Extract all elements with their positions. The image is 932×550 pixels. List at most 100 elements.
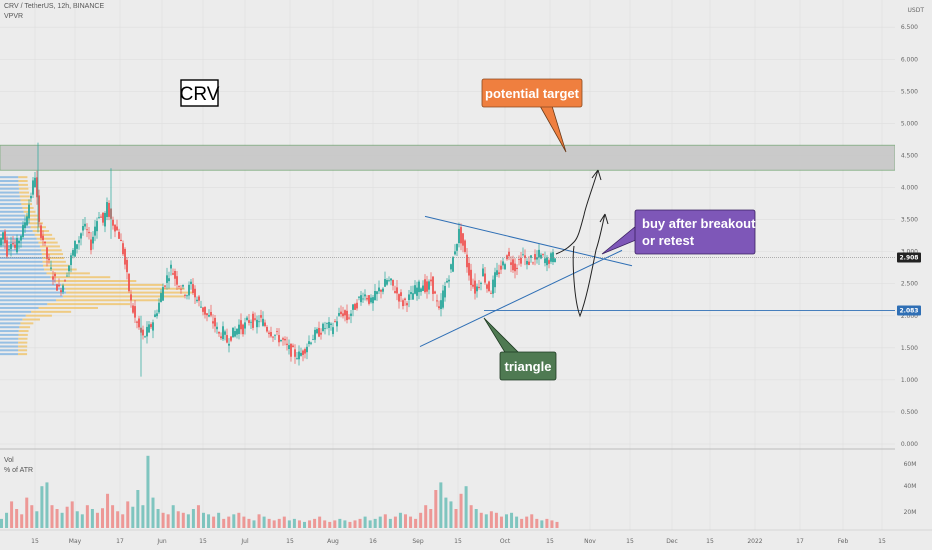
candle-body [538, 249, 540, 258]
time-axis[interactable]: 15 May 17 Jun 15 Jul 15 Aug 16 Sep 15 Oct 15 Nov 15 Dec… [0, 529, 932, 545]
y-tick-label: 4.000 [901, 185, 918, 192]
candle-body [504, 264, 506, 270]
candle-body [292, 345, 294, 348]
candle-body [126, 260, 128, 273]
volume-bar [530, 514, 534, 528]
candle-body [226, 335, 228, 343]
candle-body [352, 304, 354, 310]
potential-target-callout[interactable]: potential target [481, 78, 583, 153]
candle-body [0, 238, 2, 246]
x-tick-label: Nov [584, 538, 596, 545]
vpvr-bar-up [0, 203, 22, 206]
candle-body [22, 224, 24, 238]
candle-body [216, 326, 218, 330]
candle-body [232, 327, 234, 338]
candle-body [282, 338, 284, 340]
vpvr-bar-up [0, 322, 21, 325]
volume-bar [414, 518, 418, 528]
y-tick-label: 5.000 [901, 120, 918, 127]
candle-body [72, 250, 74, 256]
vpvr-bar-up [0, 341, 19, 344]
candle-body [154, 314, 156, 317]
vpvr-bar-up [0, 176, 19, 179]
candle-body [484, 273, 486, 283]
candle-body [168, 278, 170, 282]
candle-body [224, 331, 226, 335]
candle-body [250, 321, 252, 323]
candle-body [478, 286, 480, 288]
candle-body [472, 284, 474, 287]
vpvr-bar-down [62, 295, 185, 298]
vpvr-bar-up [0, 318, 23, 321]
candle-body [170, 264, 172, 269]
symbol-header: CRV / TetherUS, 12h, BINANCE [4, 3, 105, 10]
volume-bar [378, 516, 382, 528]
candle-body [208, 315, 210, 317]
buy-text-line2: or retest [642, 233, 695, 248]
vpvr-bar-down [43, 264, 70, 267]
buy-callout[interactable]: buy after breakout or retest [601, 209, 756, 255]
candle-body [8, 249, 10, 250]
candle-body [308, 341, 310, 344]
x-tick-label: Aug [327, 538, 339, 545]
triangle-callout[interactable]: triangle [483, 317, 557, 381]
volume-bar [121, 514, 125, 528]
candle-body [460, 227, 462, 244]
candle-body [54, 273, 56, 277]
candle-body [306, 346, 308, 353]
volume-bar [45, 482, 49, 528]
vpvr-bar-up [0, 206, 23, 209]
candle-body [100, 216, 102, 218]
price-axis[interactable]: USDT 6.500 6.000 5.500 5.000 4.500 4.000 3.500 3… [895, 0, 932, 550]
vpvr-bar-up [0, 226, 31, 229]
candle-body [84, 223, 86, 227]
candle-body [38, 195, 40, 222]
candle-body [330, 323, 332, 325]
candle-body [346, 310, 348, 321]
candle-body [200, 306, 202, 308]
vpvr-bar-down [38, 241, 58, 244]
candle-body [102, 212, 104, 223]
volume-bar [510, 512, 514, 528]
volume-bar [318, 516, 322, 528]
candle-body [446, 280, 448, 283]
x-tick-label: 15 [286, 538, 294, 545]
vpvr-bar-up [0, 333, 19, 336]
x-tick-label: Sep [412, 538, 424, 545]
candle-body [188, 284, 190, 296]
candle-body [468, 262, 470, 276]
crv-label: CRV [180, 84, 220, 105]
candle-body [390, 278, 392, 281]
candle-body [130, 294, 132, 301]
volume-bar [489, 511, 493, 528]
volume-bar [262, 516, 266, 528]
price-levels [0, 257, 895, 311]
candle-body [502, 261, 504, 266]
vpvr-bar-up [0, 256, 43, 259]
x-tick-label: 17 [116, 538, 124, 545]
candle-body [534, 254, 536, 260]
x-tick-label: Jul [240, 538, 249, 545]
candle-body [80, 233, 82, 239]
crv-label-box: CRV [180, 79, 220, 107]
volume-bar [272, 520, 276, 528]
vpvr-bar-up [0, 295, 63, 298]
vpvr-bar-down [50, 276, 111, 279]
volume-bar [383, 514, 387, 528]
x-tick-label: Feb [838, 538, 849, 545]
candle-body [350, 313, 352, 316]
volume-bar [207, 514, 211, 528]
candle-body [248, 320, 250, 323]
candle-body [144, 336, 146, 338]
volume-bar [65, 506, 69, 528]
volume-bar [404, 514, 407, 528]
vpvr-bar-down [18, 183, 28, 186]
candle-body [4, 231, 6, 244]
vpvr-bar-down [22, 206, 34, 209]
vpvr-bar-up [0, 245, 40, 248]
candle-body [192, 284, 194, 293]
candle-body [332, 327, 334, 335]
volume-bar [212, 516, 216, 528]
volume-bar [191, 509, 195, 528]
